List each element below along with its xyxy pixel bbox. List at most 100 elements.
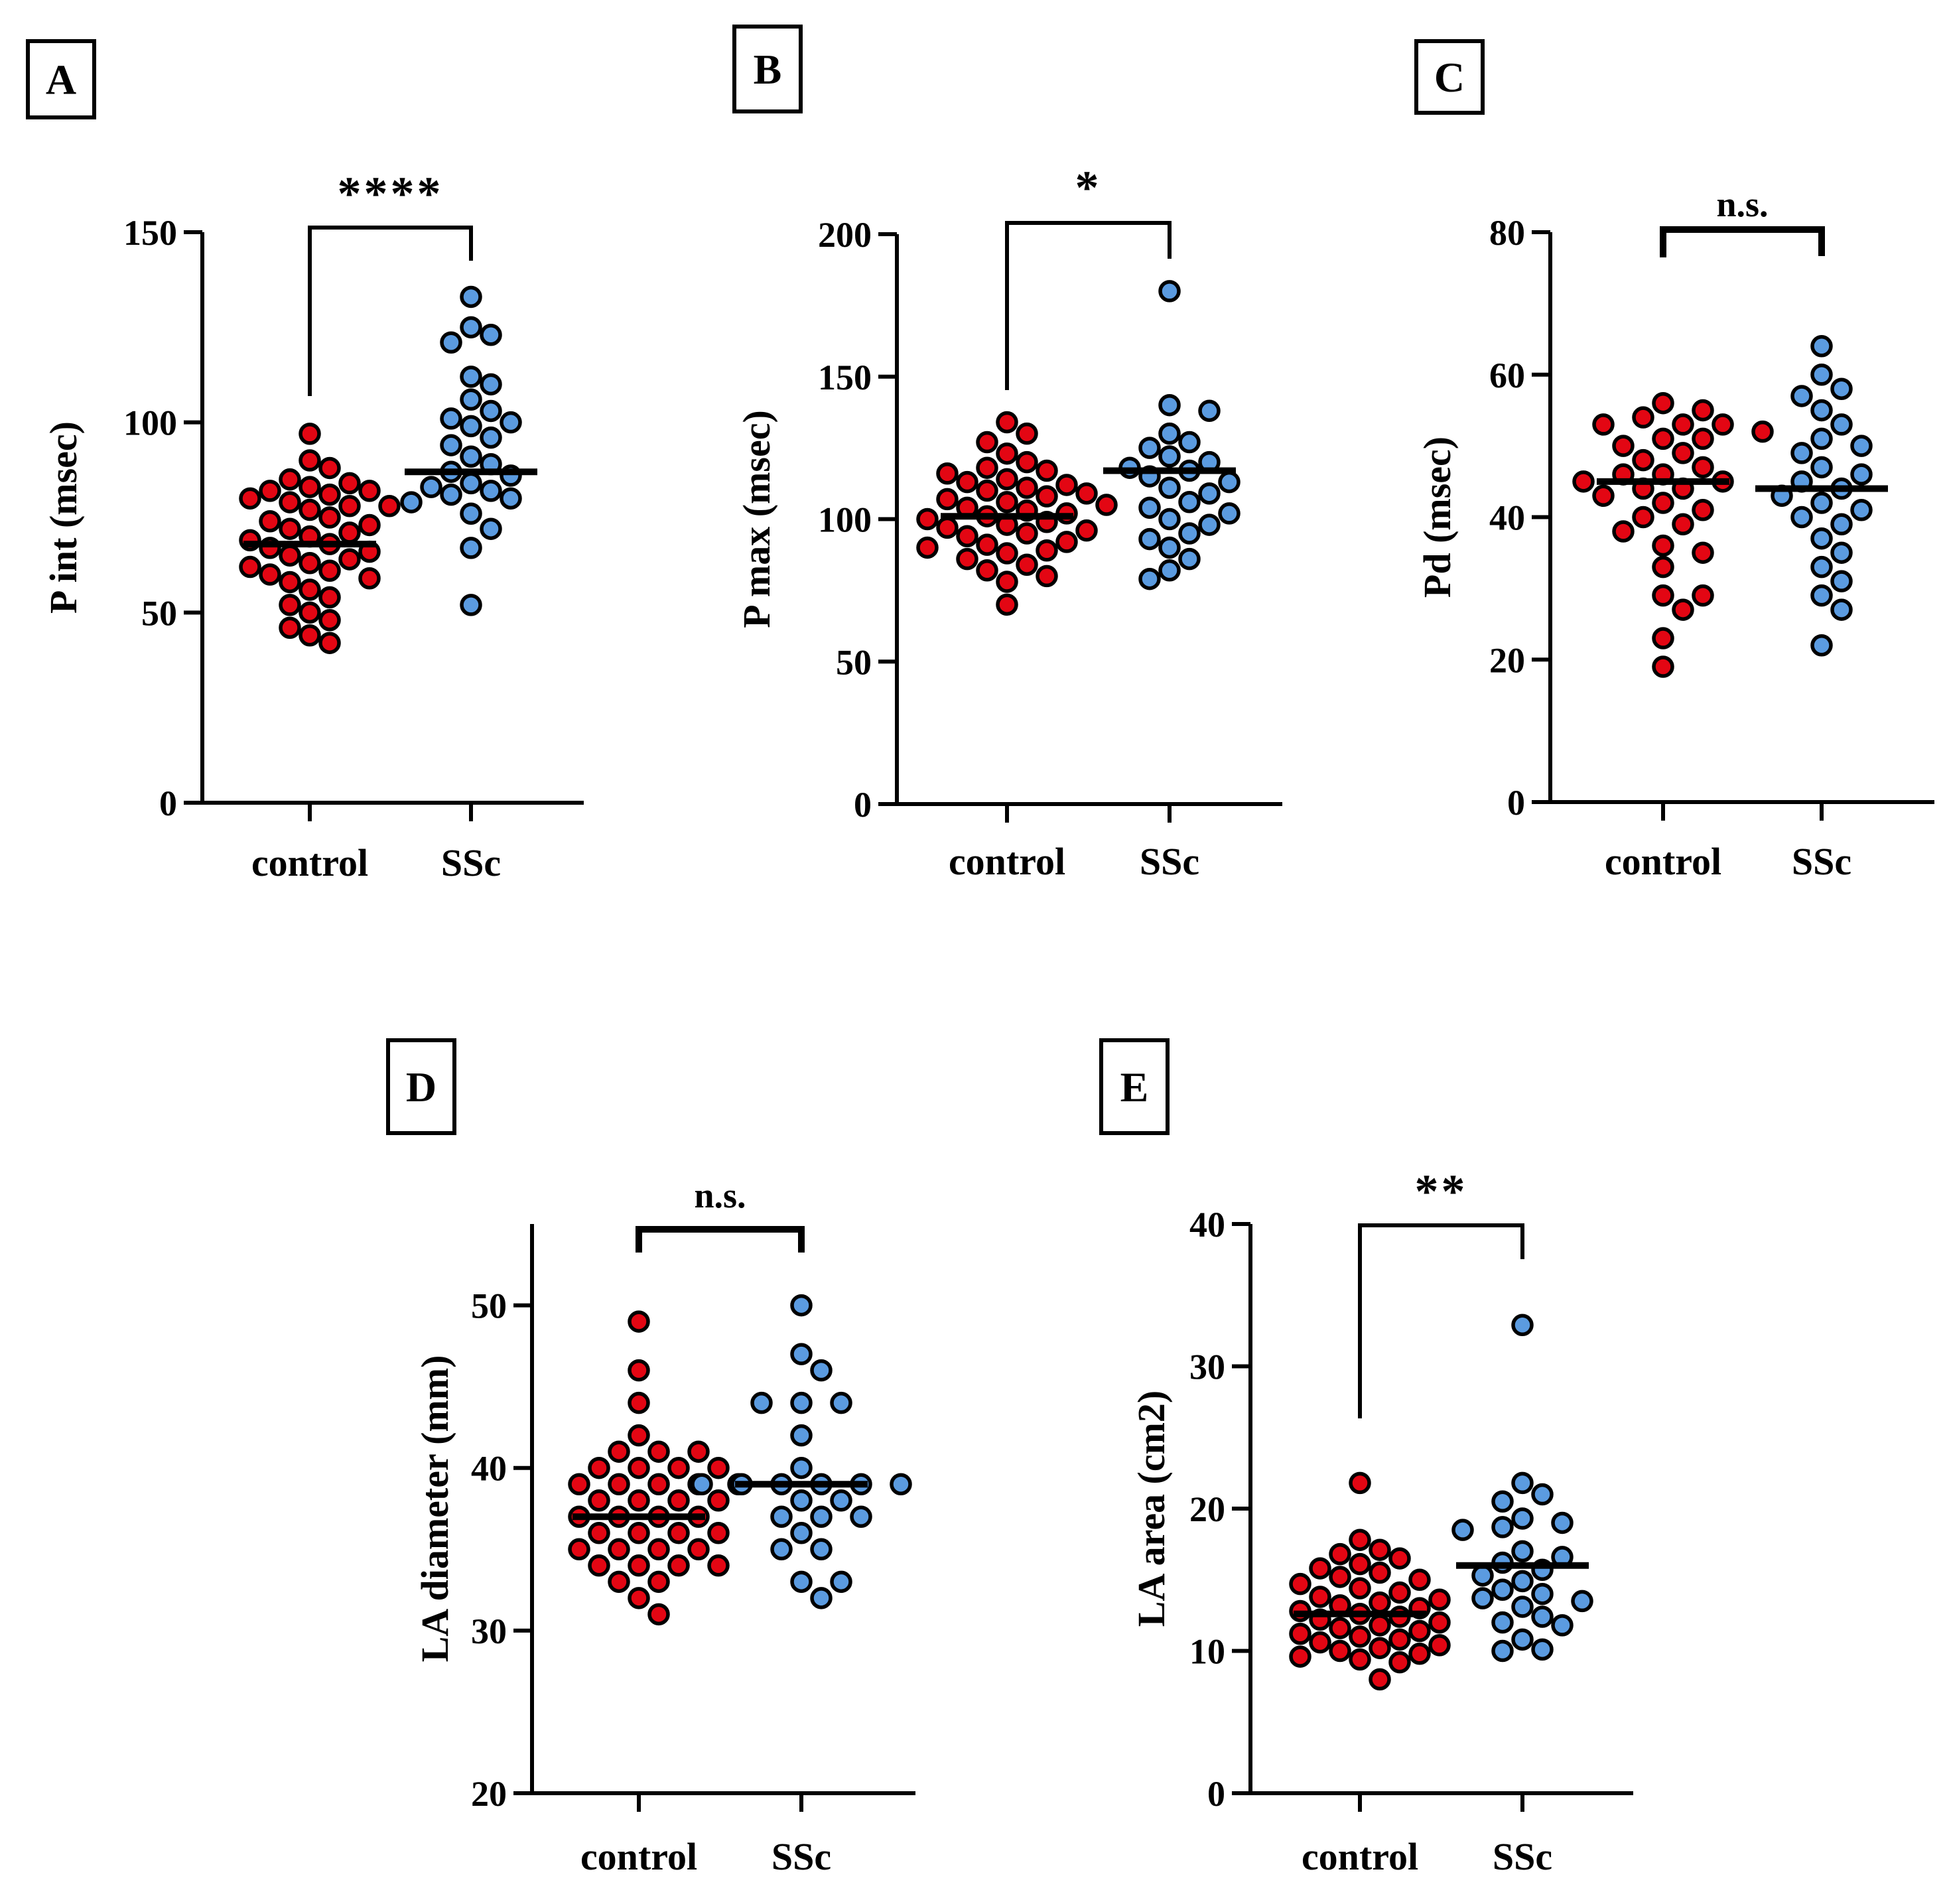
control-point — [1692, 427, 1714, 450]
ssc-point — [1810, 364, 1833, 386]
ssc-point — [790, 1456, 813, 1479]
control-point — [1016, 553, 1038, 576]
ssc-point — [1198, 399, 1221, 423]
ssc-point — [460, 366, 482, 388]
ssc-point — [1551, 1614, 1574, 1637]
control-point — [687, 1440, 710, 1463]
control-point — [1652, 391, 1674, 415]
ssc-point — [1158, 559, 1181, 582]
ssc-point — [810, 1538, 833, 1561]
control-point — [1672, 598, 1694, 621]
y-tick-label: 50 — [836, 642, 872, 682]
y-axis-title: P max (msec) — [735, 410, 778, 628]
control-point — [1329, 1566, 1351, 1588]
series-control — [1572, 391, 1774, 678]
control-point — [318, 609, 341, 632]
ssc-point — [1491, 1611, 1514, 1634]
ssc-point — [750, 1391, 773, 1414]
ssc-point — [1138, 437, 1161, 459]
y-tick-label: 0 — [1507, 783, 1525, 823]
ssc-point — [1531, 1605, 1554, 1628]
ssc-point — [1850, 463, 1873, 486]
control-point — [1036, 459, 1058, 482]
control-point — [1612, 435, 1635, 457]
control-point — [259, 480, 281, 502]
control-point — [279, 571, 301, 594]
control-point — [976, 479, 998, 502]
y-tick-label: 150 — [123, 213, 177, 253]
y-tick-label: 0 — [854, 785, 872, 825]
ssc-point — [1138, 496, 1161, 519]
y-axis-title: LA diameter (mm) — [413, 1355, 456, 1663]
control-point — [1036, 565, 1058, 588]
control-point — [976, 559, 998, 582]
control-point — [1672, 513, 1694, 535]
control-point — [628, 1587, 650, 1609]
ssc-point — [1511, 1507, 1534, 1530]
ssc-point — [1138, 527, 1161, 551]
control-point — [259, 510, 281, 533]
control-point — [1388, 1581, 1411, 1604]
control-point — [936, 516, 959, 539]
ssc-point — [1491, 1639, 1514, 1663]
ssc-point — [1571, 1590, 1593, 1613]
ssc-point — [1491, 1578, 1514, 1601]
control-point — [628, 1489, 650, 1512]
control-point — [1632, 506, 1654, 529]
control-point — [1692, 541, 1714, 564]
ssc-point — [691, 1473, 713, 1495]
ssc-point — [460, 537, 482, 559]
y-axis-title: LA area (cm2) — [1130, 1391, 1173, 1627]
ssc-point — [1511, 1596, 1534, 1618]
ssc-point — [1471, 1587, 1494, 1609]
control-point — [707, 1554, 730, 1577]
control-point — [667, 1489, 690, 1512]
ssc-point — [1178, 431, 1201, 454]
control-point — [1692, 399, 1714, 422]
x-tick-label-control: control — [251, 841, 368, 884]
control-point — [608, 1440, 630, 1463]
control-point — [608, 1538, 630, 1561]
control-point — [338, 548, 361, 571]
ssc-point — [1810, 492, 1833, 514]
series-ssc — [1118, 280, 1241, 590]
control-point — [1388, 1628, 1411, 1651]
series-control — [568, 1310, 750, 1626]
ssc-point — [1810, 634, 1833, 657]
control-point — [1712, 413, 1734, 436]
control-point — [1055, 531, 1078, 553]
control-point — [1652, 655, 1674, 678]
control-point — [976, 533, 998, 556]
control-point — [1592, 413, 1615, 436]
control-point — [588, 1522, 610, 1544]
ssc-point — [480, 324, 502, 346]
ssc-point — [460, 472, 482, 495]
control-point — [608, 1570, 630, 1594]
ssc-point — [420, 476, 442, 498]
ssc-point — [810, 1505, 833, 1529]
y-tick-label: 0 — [159, 783, 177, 823]
ssc-point — [770, 1538, 793, 1561]
panel-letter: C — [1434, 54, 1465, 101]
control-point — [1016, 476, 1038, 500]
significance-label: **** — [338, 167, 444, 220]
significance-bracket — [1358, 1223, 1524, 1418]
ssc-point — [480, 373, 502, 396]
ssc-point — [1551, 1511, 1574, 1534]
control-point — [1592, 484, 1615, 508]
y-tick-label: 30 — [1189, 1347, 1225, 1387]
control-point — [1572, 470, 1595, 493]
control-point — [279, 517, 301, 540]
ssc-point — [1471, 1564, 1494, 1587]
y-tick-label: 50 — [471, 1286, 507, 1326]
panel-letter-box — [1099, 1038, 1170, 1135]
panel-letter: E — [1120, 1063, 1149, 1111]
y-tick-label: 40 — [1189, 1205, 1225, 1245]
ssc-point — [1511, 1570, 1534, 1593]
ssc-point — [1158, 536, 1181, 559]
control-point — [1349, 1552, 1371, 1576]
series-ssc — [1451, 1314, 1593, 1663]
control-point — [299, 449, 321, 472]
control-point — [1349, 1648, 1371, 1671]
control-point — [1289, 1623, 1311, 1645]
